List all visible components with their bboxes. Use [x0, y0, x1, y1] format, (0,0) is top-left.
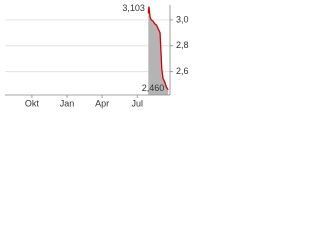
- y-tick-label: 2,8: [176, 40, 189, 50]
- annotation: 2,460: [142, 83, 165, 93]
- y-tick-label: 2,6: [176, 66, 189, 76]
- x-tick-label: Okt: [25, 98, 40, 108]
- y-tick-label: 3,0: [176, 14, 189, 24]
- line: [147, 6, 169, 91]
- x-tick-label: Jul: [131, 98, 143, 108]
- x-tick-label: Apr: [95, 98, 109, 108]
- annotation: 3,103: [122, 3, 145, 13]
- chart: 2,6 2,8 3,0 Okt Jan Apr Jul 3,103 2,460: [5, 3, 189, 108]
- x-tick-label: Jan: [60, 98, 75, 108]
- area: [148, 6, 169, 95]
